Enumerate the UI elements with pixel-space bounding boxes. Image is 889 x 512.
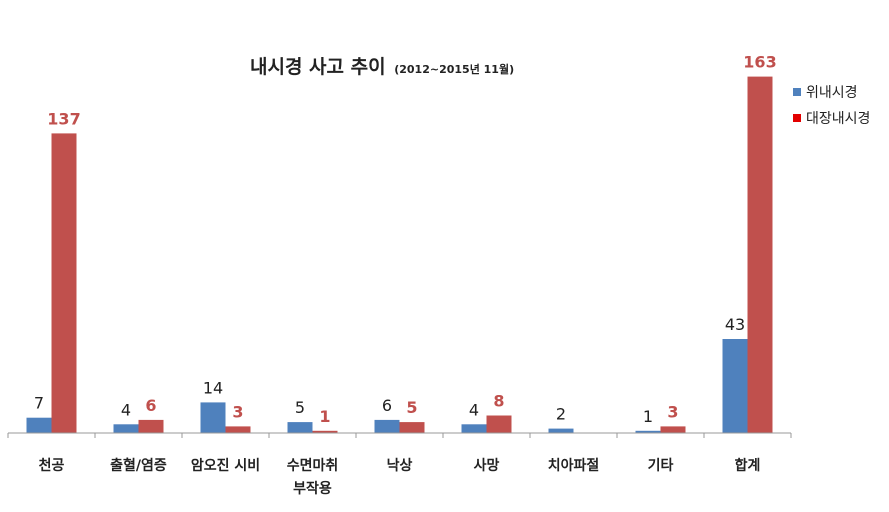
legend-marker-series-1	[793, 114, 801, 122]
bar-series-0-cat-5	[461, 424, 487, 433]
legend: 위내시경 대장내시경	[793, 85, 870, 127]
category-label-7: 기타	[648, 458, 674, 474]
bar-series-0-cat-7	[635, 430, 661, 433]
value-label-series-0-cat-8: 43	[725, 315, 745, 334]
legend-label-series-1: 대장내시경	[806, 111, 870, 127]
bar-series-0-cat-6	[548, 428, 574, 433]
bar-series-0-cat-8	[722, 339, 748, 433]
value-label-series-1-cat-5: 8	[493, 392, 504, 411]
legend-label-series-0: 위내시경	[806, 85, 858, 101]
category-label-5: 사망	[474, 457, 500, 474]
value-label-series-0-cat-0: 7	[34, 394, 44, 413]
category-label-6: 치아파절	[548, 457, 600, 474]
value-label-series-0-cat-5: 4	[469, 400, 479, 419]
category-label-0: 천공	[39, 458, 65, 474]
bar-series-1-cat-4	[399, 422, 425, 433]
value-label-series-1-cat-3: 1	[319, 407, 330, 426]
chart-title: 내시경 사고 추이 (2012~2015년 11월)	[250, 56, 514, 78]
bar-series-1-cat-7	[660, 426, 686, 433]
value-label-series-1-cat-2: 3	[232, 402, 243, 421]
value-label-series-0-cat-1: 4	[121, 400, 131, 419]
value-label-series-1-cat-0: 137	[47, 109, 80, 128]
bar-series-0-cat-2	[200, 402, 226, 433]
value-label-series-0-cat-3: 5	[295, 398, 305, 417]
category-label-2: 암오진 시비	[191, 457, 260, 474]
value-label-series-0-cat-2: 14	[203, 378, 223, 397]
chart-title-main: 내시경 사고 추이	[250, 56, 386, 78]
bars-group	[26, 76, 773, 433]
category-label-3: 부작용	[293, 480, 332, 497]
bar-series-1-cat-8	[747, 76, 773, 433]
category-label-4: 낙상	[387, 458, 413, 474]
value-label-series-0-cat-4: 6	[382, 396, 392, 415]
category-label-3: 수면마취	[287, 457, 339, 474]
category-label-1: 출혈/염증	[110, 457, 167, 474]
value-label-series-1-cat-1: 6	[145, 396, 156, 415]
bar-series-1-cat-5	[486, 415, 512, 433]
bar-series-1-cat-2	[225, 426, 251, 433]
bar-series-1-cat-0	[51, 133, 77, 433]
bar-series-0-cat-1	[113, 424, 139, 433]
bar-series-0-cat-0	[26, 417, 52, 433]
legend-marker-series-0	[793, 88, 801, 96]
bar-series-1-cat-1	[138, 419, 164, 433]
value-label-series-1-cat-7: 3	[667, 402, 678, 421]
value-label-series-0-cat-7: 1	[643, 407, 653, 426]
x-axis-ticks	[7, 433, 792, 438]
chart-subtitle: (2012~2015년 11월)	[394, 62, 514, 76]
value-label-series-1-cat-8: 163	[743, 53, 776, 72]
bar-series-0-cat-3	[287, 422, 313, 433]
bar-series-0-cat-4	[374, 419, 400, 433]
bar-series-1-cat-3	[312, 430, 338, 433]
value-label-series-0-cat-6: 2	[556, 405, 566, 424]
category-label-8: 합계	[735, 457, 761, 474]
value-label-series-1-cat-4: 5	[406, 398, 417, 417]
